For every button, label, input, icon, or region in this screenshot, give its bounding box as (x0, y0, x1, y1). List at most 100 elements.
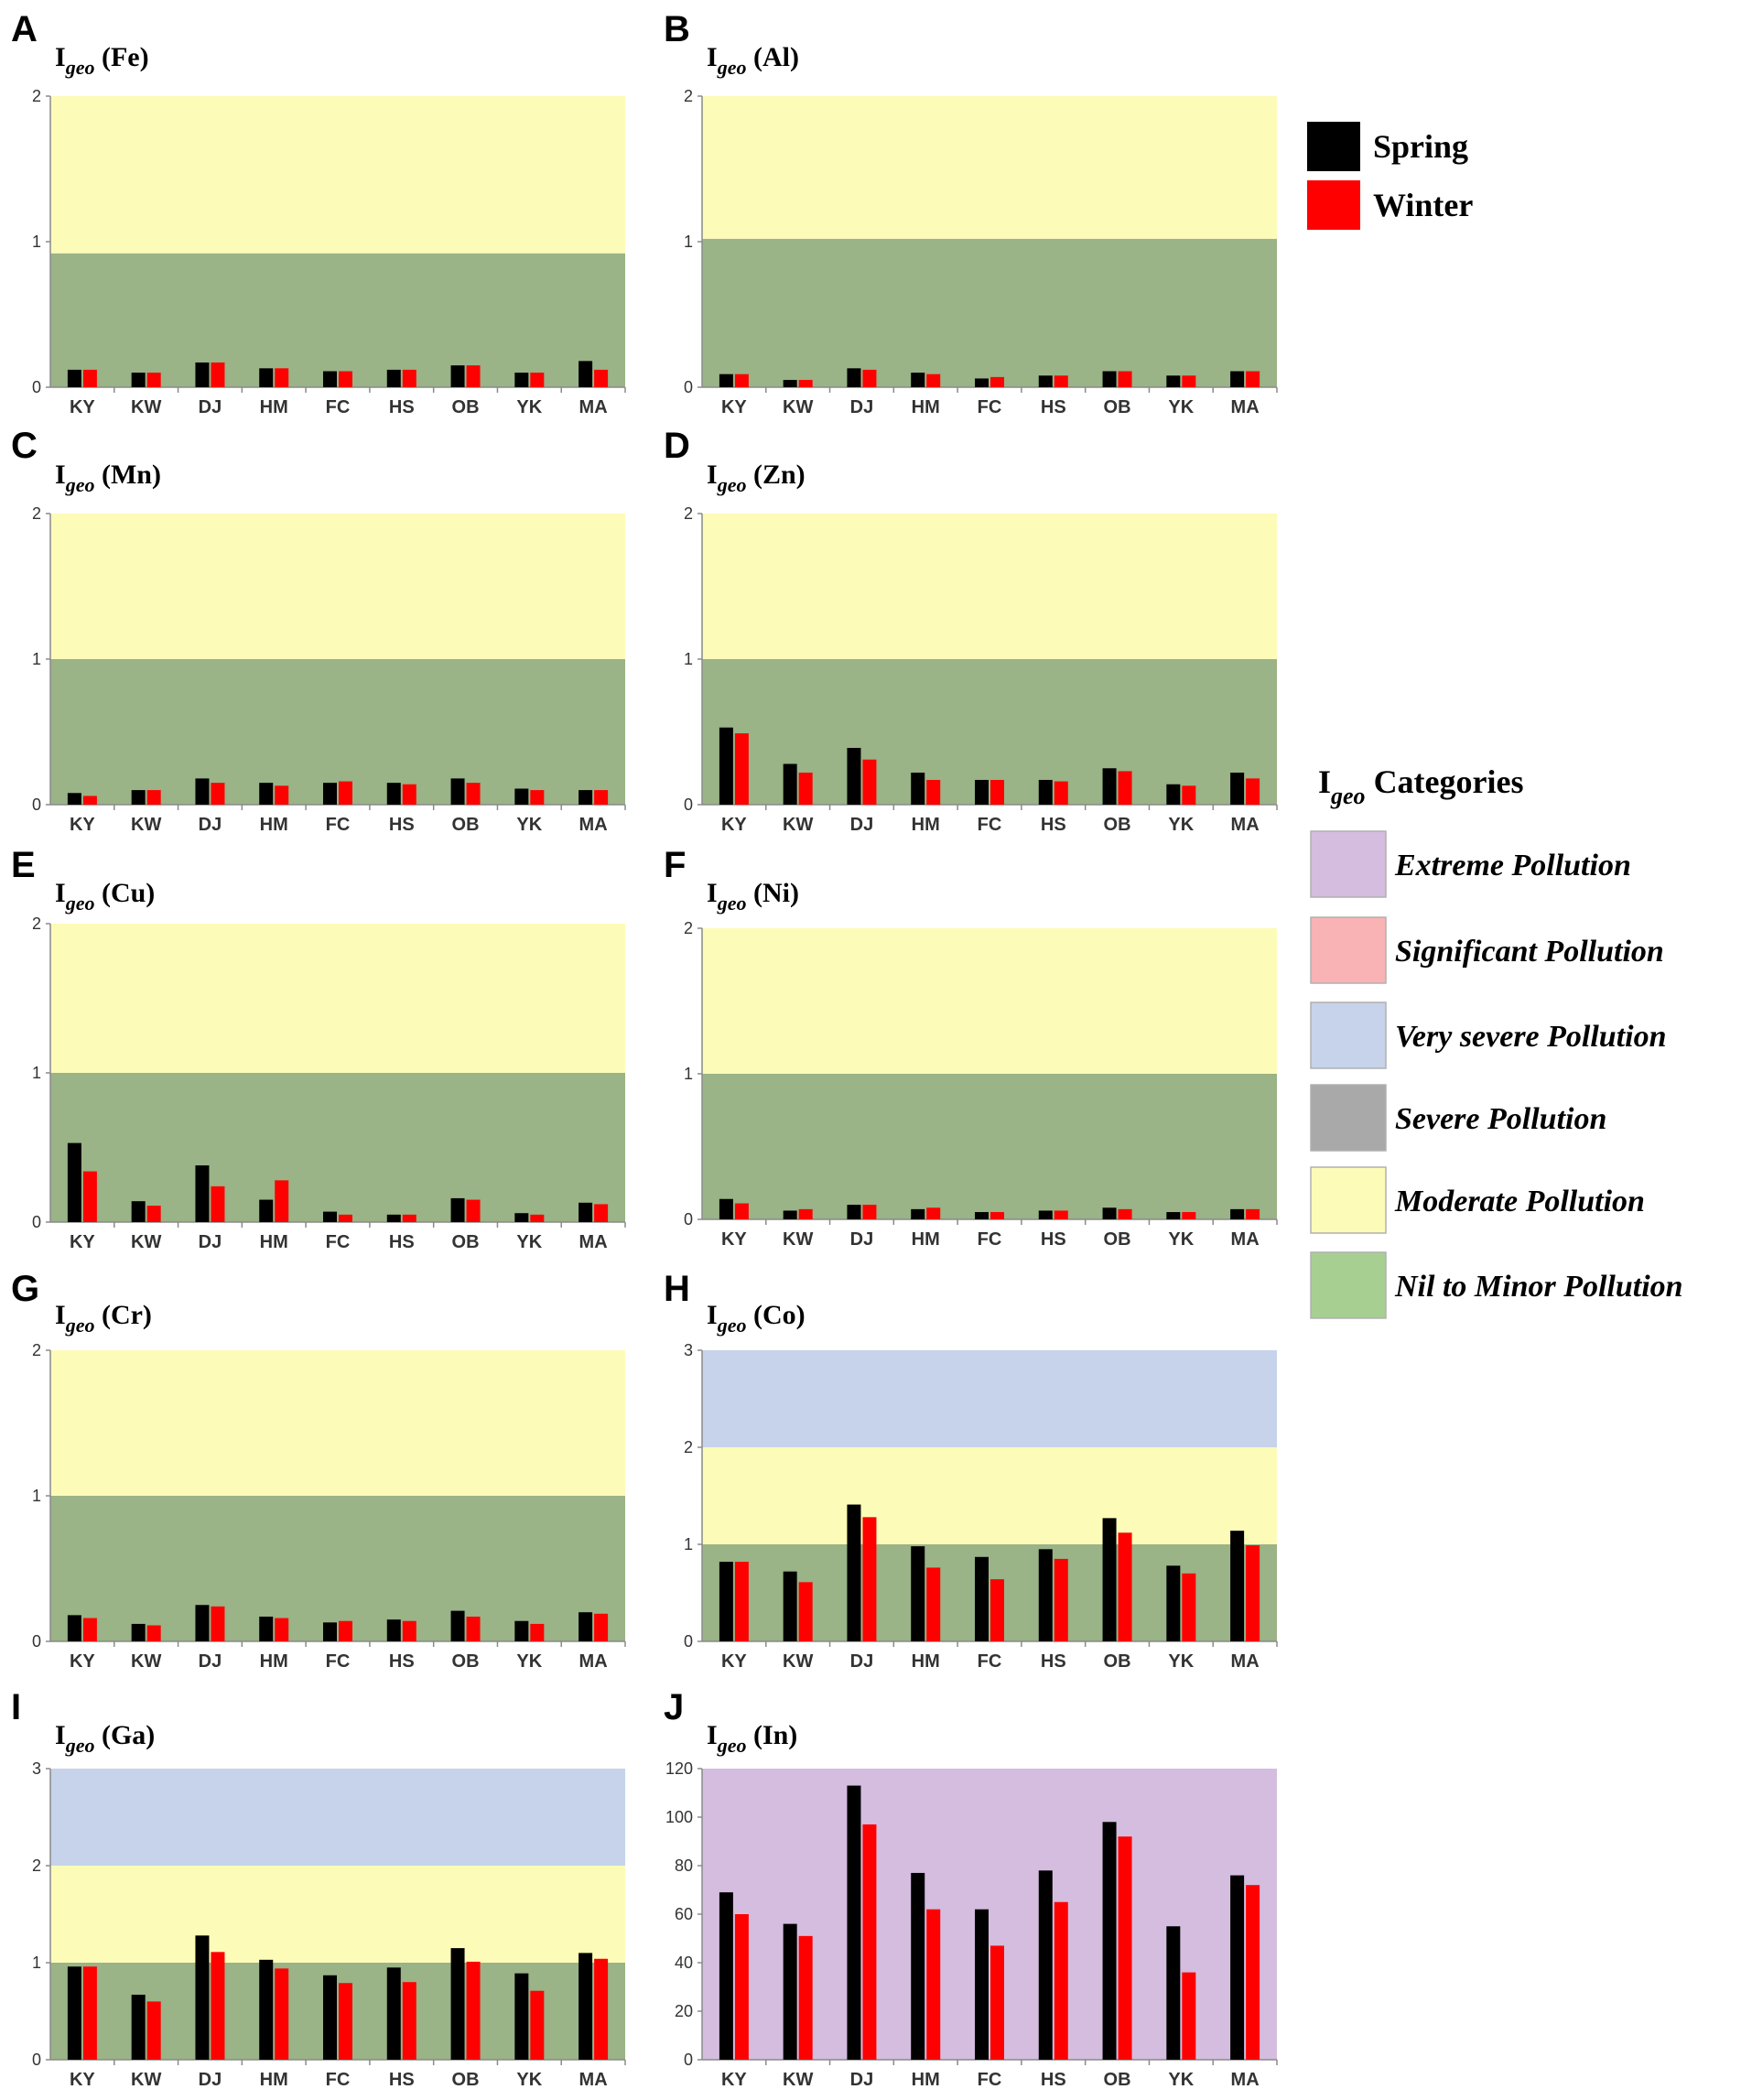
y-tick-label: 2 (684, 87, 693, 105)
bar-spring-hs (1038, 1549, 1053, 1641)
bar-spring-dj (195, 1165, 210, 1222)
category-label: Very severe Pollution (1395, 1020, 1667, 1054)
y-tick-label: 60 (675, 1905, 693, 1923)
category-label: Significant Pollution (1395, 935, 1664, 969)
category-swatch (1310, 830, 1387, 898)
bar-spring-fc (975, 378, 989, 387)
x-tick-label: MA (1231, 2070, 1260, 2090)
bar-spring-yk (514, 1973, 529, 2060)
bar-spring-hm (259, 783, 274, 805)
band-moderate (702, 514, 1277, 659)
title-main: I (707, 1720, 718, 1750)
x-tick-label: OB (452, 2070, 480, 2090)
x-tick-label: DJ (199, 815, 222, 835)
bar-spring-ma (1230, 1208, 1245, 1219)
y-tick-label: 0 (684, 1210, 693, 1229)
band-nil (50, 1073, 625, 1222)
x-tick-label: OB (1104, 2070, 1131, 2090)
x-tick-label: YK (1168, 815, 1194, 835)
bar-spring-ma (579, 361, 593, 387)
bar-spring-hs (386, 1967, 401, 2060)
y-tick-label: 80 (675, 1856, 693, 1875)
bar-winter-fc (339, 781, 352, 805)
title-rest: (Cr) (94, 1300, 151, 1330)
title-sub: geo (717, 892, 747, 915)
x-tick-label: FC (326, 2070, 351, 2090)
x-tick-label: HM (260, 815, 288, 835)
y-tick-label: 2 (684, 919, 693, 937)
x-tick-label: HM (260, 397, 288, 417)
x-tick-label: KW (131, 1651, 161, 1672)
title-sub: geo (65, 473, 95, 496)
panel-letter: I (11, 1687, 21, 1727)
bar-winter-yk (530, 1623, 545, 1641)
bar-spring-yk (1166, 1926, 1181, 2060)
band-moderate (50, 514, 625, 659)
bar-winter-yk (1182, 1972, 1196, 2060)
category-swatch (1310, 1001, 1387, 1069)
bar-spring-ob (1102, 1822, 1117, 2060)
bar-spring-kw (783, 763, 797, 805)
title-main: I (707, 42, 718, 72)
x-tick-label: DJ (199, 1651, 222, 1672)
y-tick-label: 20 (675, 2002, 693, 2020)
band-nil (50, 1496, 625, 1641)
x-tick-label: KY (70, 1232, 95, 1252)
x-tick-label: OB (452, 1232, 480, 1252)
bar-spring-yk (514, 788, 529, 805)
x-tick-label: KW (783, 2070, 813, 2090)
bar-spring-hm (259, 1959, 274, 2060)
bar-spring-ob (1102, 371, 1117, 387)
bar-winter-fc (339, 1983, 352, 2060)
bar-winter-kw (146, 373, 161, 387)
category-swatch (1310, 1084, 1387, 1152)
x-tick-label: YK (516, 815, 542, 835)
bar-spring-dj (195, 778, 210, 805)
y-tick-label: 1 (32, 1954, 41, 1972)
band-very_severe (702, 1350, 1277, 1447)
x-tick-label: MA (579, 397, 608, 417)
bar-spring-kw (783, 1571, 797, 1641)
x-tick-label: KY (721, 815, 747, 835)
x-tick-label: MA (579, 1232, 608, 1252)
title-sub: geo (717, 56, 747, 79)
band-moderate (702, 1447, 1277, 1544)
y-tick-label: 3 (684, 1341, 693, 1359)
bar-winter-ky (82, 1966, 97, 2060)
panel-letter: A (11, 9, 38, 49)
bar-spring-dj (847, 368, 861, 387)
y-tick-label: 3 (32, 1759, 41, 1778)
bar-spring-hs (1038, 1870, 1053, 2060)
bar-spring-ma (579, 1202, 593, 1222)
bar-winter-kw (798, 380, 813, 387)
bar-winter-yk (530, 1214, 545, 1222)
bar-winter-hm (275, 785, 289, 805)
category-item: Severe Pollution (1310, 1084, 1606, 1152)
bar-winter-ma (1246, 1885, 1260, 2060)
bar-winter-hs (402, 1982, 416, 2060)
x-tick-label: HS (1041, 397, 1066, 417)
x-tick-label: FC (978, 397, 1002, 417)
x-tick-label: HS (389, 1232, 415, 1252)
x-tick-label: HS (1041, 815, 1066, 835)
y-tick-label: 2 (684, 504, 693, 523)
x-tick-label: KY (70, 397, 95, 417)
bar-winter-hs (1054, 1901, 1068, 2060)
category-label: Moderate Pollution (1394, 1185, 1645, 1218)
x-tick-label: KY (721, 1229, 747, 1250)
y-tick-label: 0 (32, 796, 41, 814)
band-nil (50, 1963, 625, 2060)
bar-winter-fc (990, 779, 1004, 805)
band-nil (702, 238, 1277, 387)
bar-winter-fc (990, 376, 1004, 387)
x-tick-label: MA (579, 2070, 608, 2090)
bar-spring-dj (847, 747, 861, 805)
winter-swatch (1307, 180, 1360, 230)
category-label: Nil to Minor Pollution (1394, 1270, 1683, 1304)
bar-winter-hm (275, 1618, 289, 1641)
x-tick-label: DJ (850, 397, 874, 417)
bar-winter-dj (211, 1952, 225, 2060)
